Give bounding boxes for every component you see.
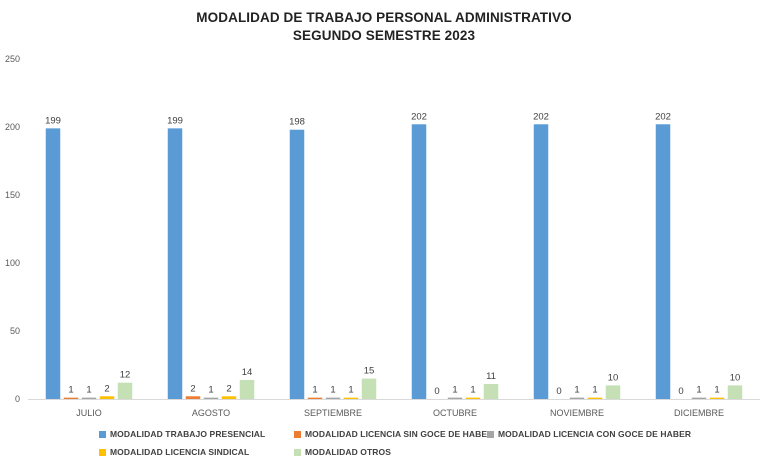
bar — [221, 396, 237, 399]
bar — [63, 397, 79, 399]
x-tick-label: NOVIEMBRE — [550, 408, 604, 418]
data-label: 0 — [678, 386, 683, 397]
bar — [325, 397, 341, 399]
data-label: 1 — [86, 385, 91, 396]
chart-title-line1: MODALIDAD DE TRABAJO PERSONAL ADMINISTRA… — [196, 10, 572, 25]
legend-label-sindical: MODALIDAD LICENCIA SINDICAL — [110, 447, 250, 457]
bar — [361, 378, 377, 399]
bar — [117, 382, 133, 399]
legend-label-con-goce: MODALIDAD LICENCIA CON GOCE DE HABER — [498, 429, 692, 439]
data-label: 10 — [730, 372, 741, 383]
data-label: 202 — [655, 111, 671, 122]
legend-item-sindical: MODALIDAD LICENCIA SINDICAL — [99, 447, 249, 457]
data-label: 2 — [190, 383, 195, 394]
x-tick-label: DICIEMBRE — [674, 408, 724, 418]
data-label: 1 — [574, 385, 579, 396]
bar — [203, 397, 219, 399]
y-tick-label: 0 — [15, 394, 20, 404]
bar — [447, 397, 463, 399]
legend-swatch-presencial — [99, 430, 106, 438]
bar — [289, 129, 305, 399]
bar — [411, 124, 427, 399]
data-label: 12 — [120, 370, 131, 381]
legend-item-otros: MODALIDAD OTROS — [294, 447, 391, 457]
data-label: 2 — [104, 383, 109, 394]
bar — [483, 384, 499, 399]
bar — [81, 397, 97, 399]
bar — [727, 385, 743, 399]
legend-swatch-otros — [294, 448, 301, 456]
bar — [307, 397, 323, 399]
bar — [533, 124, 549, 399]
data-label: 202 — [411, 111, 427, 122]
x-tick-label: OCTUBRE — [433, 408, 477, 418]
bar — [465, 397, 481, 399]
data-label: 199 — [45, 115, 61, 126]
y-tick-label: 50 — [10, 326, 20, 336]
data-label: 1 — [348, 385, 353, 396]
data-label: 0 — [556, 386, 561, 397]
bar — [45, 128, 61, 400]
x-tick-label: AGOSTO — [192, 408, 230, 418]
data-label: 1 — [330, 385, 335, 396]
y-tick-label: 100 — [5, 258, 20, 268]
bar — [709, 397, 725, 399]
legend-label-otros: MODALIDAD OTROS — [305, 447, 392, 457]
legend-swatch-sin-goce — [294, 430, 301, 438]
y-tick-label: 150 — [5, 190, 20, 200]
data-label: 14 — [242, 367, 253, 378]
data-label: 1 — [312, 385, 317, 396]
data-label: 15 — [364, 366, 375, 377]
data-label: 1 — [452, 385, 457, 396]
bar — [587, 397, 603, 399]
data-label: 198 — [289, 117, 305, 128]
data-label: 10 — [608, 372, 619, 383]
data-label: 1 — [68, 385, 73, 396]
legend-item-sin-goce: MODALIDAD LICENCIA SIN GOCE DE HABER — [294, 429, 493, 439]
bar — [99, 396, 115, 399]
bar — [185, 396, 201, 399]
data-label: 202 — [533, 111, 549, 122]
data-label: 2 — [226, 383, 231, 394]
data-label: 11 — [486, 371, 496, 382]
data-label: 1 — [208, 385, 213, 396]
y-tick-label: 250 — [5, 54, 20, 64]
bar — [569, 397, 585, 399]
x-tick-label: SEPTIEMBRE — [304, 408, 362, 418]
legend-label-sin-goce: MODALIDAD LICENCIA SIN GOCE DE HABER — [305, 429, 494, 439]
bar — [605, 385, 621, 399]
chart-title-line2: SEGUNDO SEMESTRE 2023 — [292, 28, 476, 43]
legend-item-presencial: MODALIDAD TRABAJO PRESENCIAL — [99, 429, 265, 439]
bar — [343, 397, 359, 399]
data-label: 1 — [592, 385, 597, 396]
data-label: 1 — [696, 385, 701, 396]
legend-item-con-goce: MODALIDAD LICENCIA CON GOCE DE HABER — [487, 429, 691, 439]
legend-swatch-sindical — [99, 448, 106, 456]
x-tick-label: JULIO — [76, 408, 102, 418]
bar — [167, 128, 183, 400]
bar — [239, 379, 255, 399]
bar — [691, 397, 707, 399]
data-label: 0 — [434, 386, 439, 397]
data-label: 1 — [714, 385, 719, 396]
legend-label-presencial: MODALIDAD TRABAJO PRESENCIAL — [110, 429, 266, 439]
legend-swatch-con-goce — [487, 430, 494, 438]
data-label: 1 — [470, 385, 475, 396]
data-label: 199 — [167, 115, 183, 126]
bar — [655, 124, 671, 399]
y-tick-label: 200 — [5, 122, 20, 132]
